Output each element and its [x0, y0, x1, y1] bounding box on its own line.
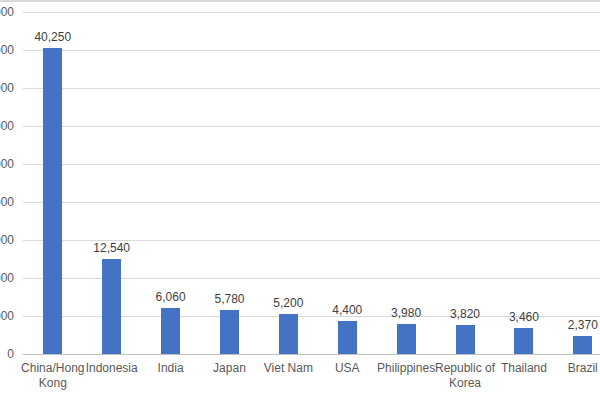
- y-gridline: [23, 50, 600, 51]
- y-axis-tick-label: 0: [7, 347, 14, 361]
- bar-usa: [338, 321, 357, 354]
- bar-value-label: 12,540: [72, 241, 152, 255]
- bar-philippines: [397, 324, 416, 354]
- bar-china-hong-kong: [43, 48, 62, 354]
- bar-viet-nam: [279, 314, 298, 354]
- chart-top-border: [0, 0, 600, 2]
- category-label: Brazil: [544, 361, 600, 376]
- y-axis-tick-label: 25,000: [0, 157, 14, 171]
- y-gridline: [23, 164, 600, 165]
- bar-chart: 0 5,000 10,000 15,000 20,000 25,000 30,000 35,0…: [0, 0, 600, 400]
- bar-indonesia: [102, 259, 121, 354]
- y-gridline: [23, 12, 600, 13]
- y-axis-tick-label: 10,000: [0, 271, 14, 285]
- y-gridline: [23, 202, 600, 203]
- y-axis-tick-label: 20,000: [0, 195, 14, 209]
- y-axis-tick-label: 40,000: [0, 43, 14, 57]
- bar-japan: [220, 310, 239, 354]
- bar-republic-of-korea: [456, 325, 475, 354]
- bar-value-label: 2,370: [543, 318, 600, 332]
- bar-thailand: [514, 328, 533, 354]
- y-axis-tick-label: 35,000: [0, 81, 14, 95]
- y-axis-tick-label: 15,000: [0, 233, 14, 247]
- y-axis-tick-label: 45,000: [0, 5, 14, 19]
- bar-india: [161, 308, 180, 354]
- bar-value-label: 40,250: [13, 30, 93, 44]
- y-axis-tick-label: 30,000: [0, 119, 14, 133]
- y-gridline: [23, 88, 600, 89]
- bar-brazil: [573, 336, 592, 354]
- y-axis-tick-label: 5,000: [0, 309, 14, 323]
- y-gridline: [23, 126, 600, 127]
- x-axis-line: [23, 354, 600, 355]
